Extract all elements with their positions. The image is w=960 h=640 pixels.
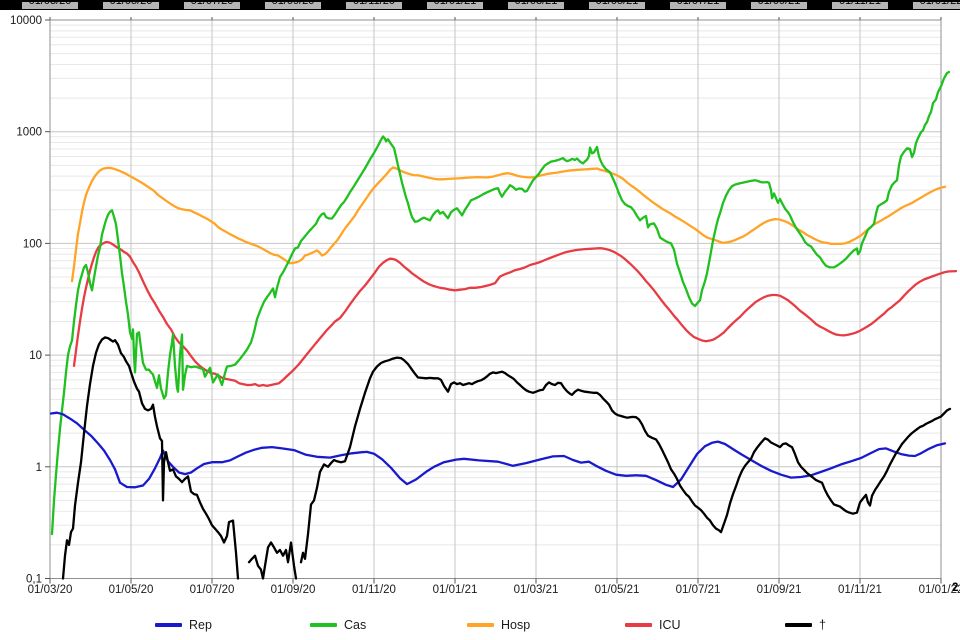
y-axis-label: 0,1 (26, 574, 42, 586)
series-line-cas (50, 70, 951, 536)
x-axis-label: 01/11/21 (838, 584, 882, 596)
top-clipped-axis-strip: 01/03/20 01/05/20 01/07/20 01/09/20 01/11/20… (0, 0, 960, 10)
legend-item-hosp[interactable]: Hosp (467, 617, 530, 633)
clipped-date-chip: 01/03/20 (22, 2, 78, 9)
clipped-date-text: 01/07/20 (191, 2, 234, 9)
x-axis-label: 01/07/21 (676, 584, 721, 596)
x-axis-label: 01/01/21 (433, 584, 478, 596)
x-axis-label: 01/05/20 (109, 584, 154, 596)
clipped-date-text: 01/09/20 (272, 2, 315, 9)
x-axis-overflow-label: 2 (952, 582, 959, 594)
series-line-hosp (70, 166, 947, 283)
clipped-date-chip: 01/01/22 (913, 2, 960, 9)
x-axis-label: 01/05/21 (595, 584, 640, 596)
y-axis-label: 100 (23, 238, 42, 250)
y-axis-label: 1 (36, 462, 42, 474)
clipped-date-text: 01/11/20 (353, 2, 395, 9)
legend-label-cas: Cas (344, 618, 367, 632)
clipped-date-text: 01/05/21 (596, 2, 639, 9)
x-axis-label: 01/01/22 (919, 584, 960, 596)
clipped-date-text: 01/05/20 (110, 2, 153, 9)
x-axis-label: 01/11/20 (352, 584, 396, 596)
clipped-date-chip: 01/05/20 (103, 2, 159, 9)
legend-swatch-icu (625, 623, 652, 627)
clipped-date-chip: 01/09/21 (751, 2, 807, 9)
clipped-date-chip: 01/11/21 (832, 2, 888, 9)
legend-label-hosp: Hosp (501, 618, 531, 632)
legend-item-icu[interactable]: ICU (625, 617, 681, 633)
chart-legend: Rep Cas Hosp ICU † (0, 610, 960, 640)
clipped-date-chip: 01/01/21 (427, 2, 483, 9)
clipped-date-text: 01/01/22 (920, 2, 960, 9)
x-axis-label: 01/07/20 (190, 584, 235, 596)
clipped-date-text: 01/03/20 (29, 2, 72, 9)
legend-swatch-hosp (467, 623, 494, 627)
series-line-rep (49, 411, 947, 489)
legend-swatch-rep (155, 623, 182, 627)
legend-label-deaths: † (819, 618, 826, 632)
clipped-date-text: 01/07/21 (677, 2, 720, 9)
x-axis-label: 01/03/20 (28, 584, 73, 596)
clipped-date-chip: 01/05/21 (589, 2, 645, 9)
x-axis-label: 01/03/21 (514, 584, 559, 596)
series-line-icu (72, 240, 958, 388)
clipped-date-chip: 01/09/20 (265, 2, 321, 9)
legend-label-rep: Rep (189, 618, 212, 632)
x-axis-label: 01/09/21 (757, 584, 802, 596)
legend-item-rep[interactable]: Rep (155, 617, 212, 633)
x-axis-label: 01/09/20 (271, 584, 316, 596)
clipped-date-text: 01/01/21 (434, 2, 477, 9)
clipped-date-text: 01/11/21 (839, 2, 881, 9)
legend-item-deaths[interactable]: † (785, 617, 826, 633)
clipped-date-chip: 01/07/21 (670, 2, 726, 9)
legend-swatch-cas (310, 623, 337, 627)
y-axis-label: 10000 (10, 15, 42, 27)
clipped-date-chip: 01/03/21 (508, 2, 564, 9)
series-line-deaths (61, 336, 952, 580)
clipped-date-text: 01/09/21 (758, 2, 801, 9)
legend-item-cas[interactable]: Cas (310, 617, 366, 633)
y-axis-label: 10 (29, 350, 42, 362)
legend-label-icu: ICU (659, 618, 681, 632)
clipped-date-text: 01/03/21 (515, 2, 558, 9)
y-axis-label: 1000 (16, 127, 42, 139)
clipped-date-chip: 01/11/20 (346, 2, 402, 9)
clipped-date-chip: 01/07/20 (184, 2, 240, 9)
legend-swatch-deaths (785, 623, 812, 627)
